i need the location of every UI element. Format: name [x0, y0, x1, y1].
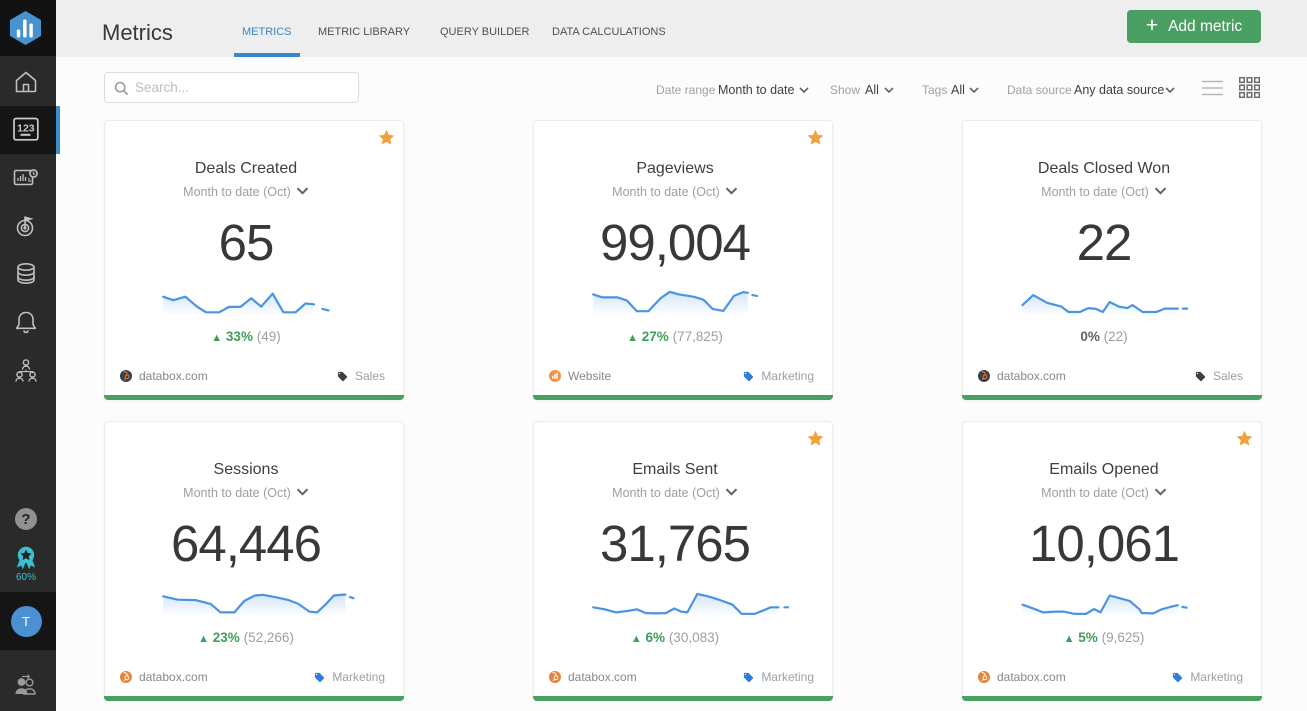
- svg-text:123: 123: [17, 122, 35, 134]
